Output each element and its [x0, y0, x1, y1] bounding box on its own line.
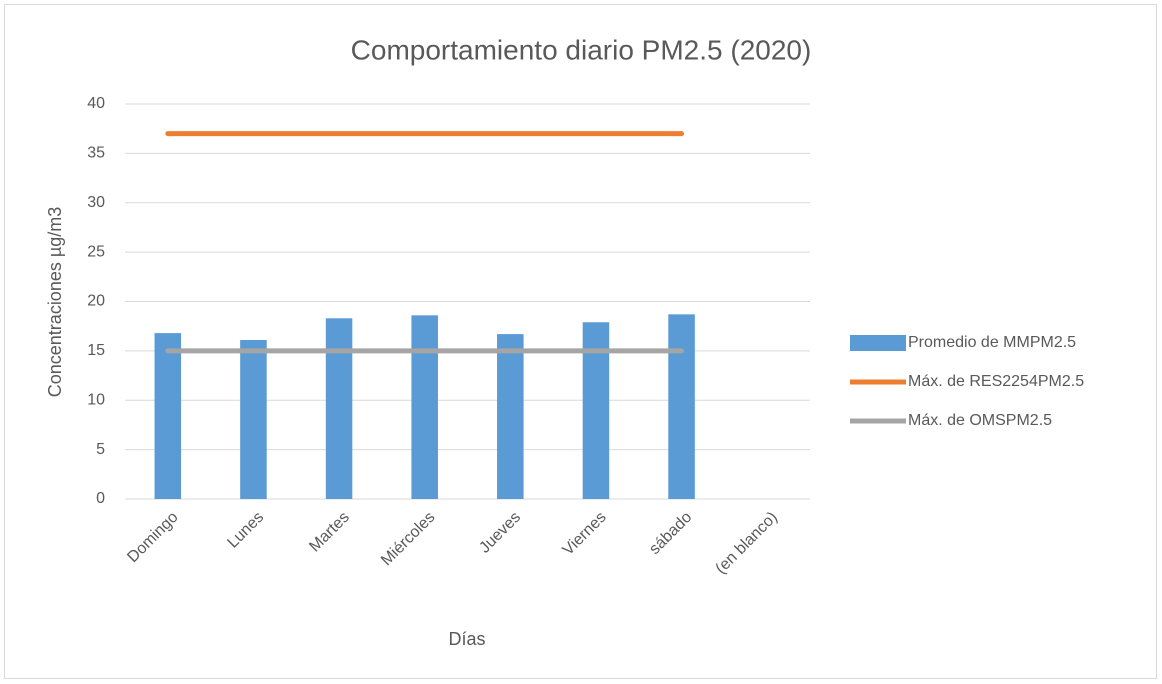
y-axis-title: Concentraciones µg/m3	[45, 207, 65, 397]
bar	[240, 340, 267, 499]
y-tick-label: 10	[87, 391, 105, 408]
legend-label: Máx. de RES2254PM2.5	[908, 373, 1084, 390]
y-tick-label: 5	[96, 441, 105, 458]
legend-label: Promedio de MMPM2.5	[908, 334, 1076, 351]
legend-label: Máx. de OMSPM2.5	[908, 412, 1052, 429]
y-tick-label: 0	[96, 490, 105, 507]
x-axis-title: Días	[448, 629, 485, 649]
chart-border	[4, 4, 1157, 679]
bar	[411, 315, 438, 499]
y-tick-label: 25	[87, 243, 105, 260]
bar	[668, 314, 695, 499]
bar	[154, 333, 182, 499]
legend-swatch	[850, 335, 906, 351]
y-tick-label: 15	[87, 342, 105, 359]
y-tick-label: 30	[87, 194, 105, 211]
bar	[497, 334, 524, 499]
y-tick-label: 40	[87, 95, 105, 112]
y-tick-label: 35	[87, 145, 105, 162]
chart-title: Comportamiento diario PM2.5 (2020)	[351, 34, 812, 65]
bar	[325, 318, 353, 499]
y-tick-label: 20	[87, 293, 105, 310]
